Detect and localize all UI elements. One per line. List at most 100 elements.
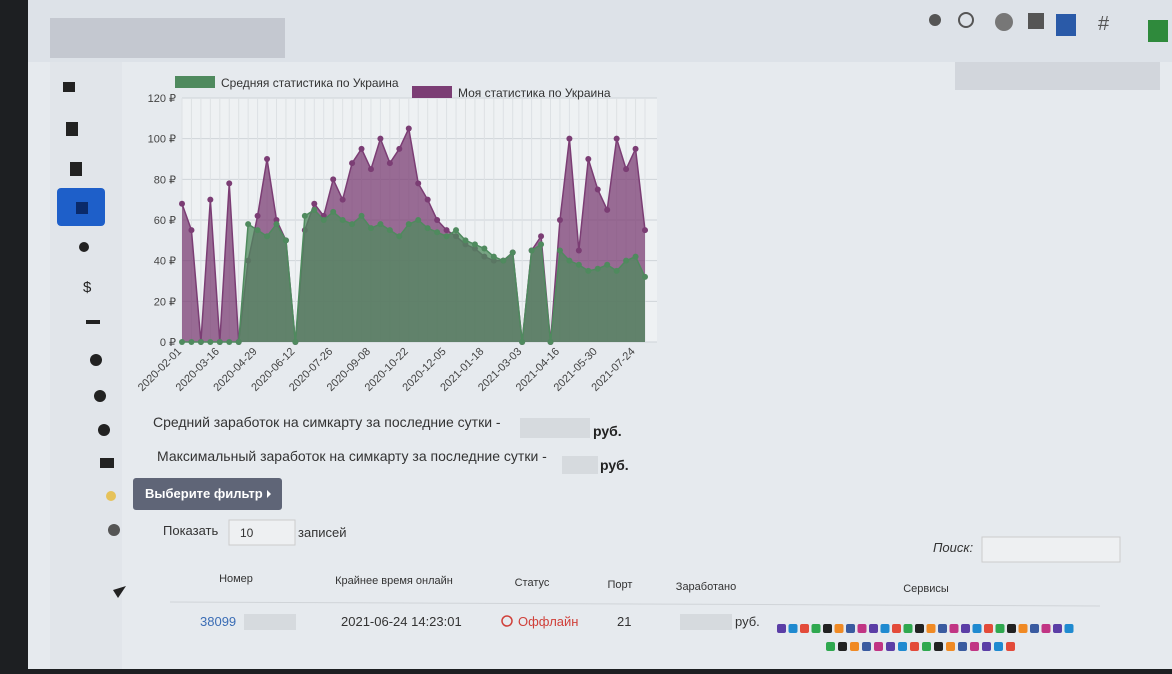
y-tick-label: 80 ₽ [154, 174, 176, 186]
service-icon [1041, 624, 1051, 633]
service-icon [922, 642, 931, 651]
point [481, 245, 488, 252]
point [566, 135, 573, 142]
length-suffix: записей [298, 525, 346, 540]
point [330, 176, 337, 183]
cell: Оффлайн [518, 614, 578, 629]
column-header: Номер [219, 573, 253, 585]
header-rule [169, 601, 1101, 607]
point [594, 186, 601, 193]
point [358, 212, 365, 219]
sidebar-icons[interactable]: $ [63, 82, 126, 598]
service-icon [1006, 642, 1015, 651]
point [254, 212, 261, 219]
y-tick-label: 20 ₽ [154, 296, 176, 308]
point [490, 253, 497, 260]
service-icon [823, 624, 832, 633]
area [182, 209, 645, 342]
point [642, 227, 648, 234]
point [547, 339, 554, 345]
service-icon [903, 624, 913, 633]
service-icon [846, 624, 855, 633]
point [367, 225, 374, 232]
status-icon [501, 615, 513, 627]
point [188, 227, 195, 234]
point [216, 339, 223, 345]
point [245, 221, 252, 228]
point [556, 247, 563, 254]
point [301, 212, 308, 219]
y-tick-label: 60 ₽ [154, 215, 176, 227]
point [453, 227, 460, 234]
column-header: Порт [608, 579, 633, 591]
service-icon [1007, 624, 1016, 633]
service-icon [1018, 624, 1028, 633]
point [386, 227, 393, 234]
cell: руб. [735, 614, 760, 629]
service-icon [886, 642, 895, 651]
point [273, 221, 280, 228]
y-tick-label: 0 ₽ [160, 337, 176, 349]
service-icon [788, 624, 798, 633]
filter-button[interactable] [133, 478, 282, 510]
length-show: Показать [163, 523, 218, 538]
point [282, 237, 289, 244]
point [292, 339, 299, 345]
service-icon [982, 642, 991, 651]
extensions: # [929, 12, 1168, 42]
point [377, 221, 384, 228]
point [575, 247, 582, 254]
blurred-value [520, 418, 590, 438]
point [235, 339, 242, 345]
point [179, 200, 185, 207]
point [632, 145, 639, 152]
point [226, 339, 233, 345]
service-icon [949, 624, 959, 633]
avg-label: Средний заработок на симкарту за последн… [153, 414, 501, 430]
point [405, 125, 412, 132]
point [519, 339, 526, 345]
point [405, 221, 412, 228]
service-icon [811, 624, 821, 633]
column-header: Заработано [676, 581, 736, 593]
point [462, 237, 469, 244]
service-icon [800, 624, 809, 633]
point [538, 241, 545, 248]
service-icon [857, 624, 867, 633]
service-icon [926, 624, 936, 633]
service-icon [880, 624, 890, 633]
service-icon [898, 642, 907, 651]
point [604, 206, 611, 213]
point [443, 227, 450, 234]
cell: 2021-06-24 14:23:01 [341, 614, 462, 629]
point [594, 265, 601, 272]
svg-text:$: $ [83, 279, 92, 296]
length-select[interactable] [228, 519, 296, 546]
service-icon [838, 642, 847, 651]
service-icon [1064, 624, 1074, 633]
service-icon [1053, 624, 1062, 633]
service-icon [972, 624, 982, 633]
point [500, 257, 507, 264]
point [264, 156, 271, 162]
caret [267, 490, 271, 498]
legend-swatch [412, 86, 452, 98]
point [339, 196, 346, 203]
line [181, 126, 646, 343]
table: Номер Крайнее время онлайн Статус Порт Зараб… [169, 573, 1101, 651]
filter-button-label[interactable]: Выберите фильтр [145, 486, 263, 501]
legend-label: Средняя статистика по Украина [221, 76, 399, 90]
length-value[interactable]: 10 [240, 526, 254, 540]
point [538, 233, 545, 240]
point [254, 227, 261, 234]
point [377, 135, 384, 142]
point [358, 145, 365, 152]
service-icon [1030, 624, 1039, 633]
service-icon [994, 642, 1003, 651]
point [264, 233, 271, 240]
search-input[interactable] [981, 536, 1121, 563]
service-icon [961, 624, 970, 633]
service-icon [984, 624, 993, 633]
